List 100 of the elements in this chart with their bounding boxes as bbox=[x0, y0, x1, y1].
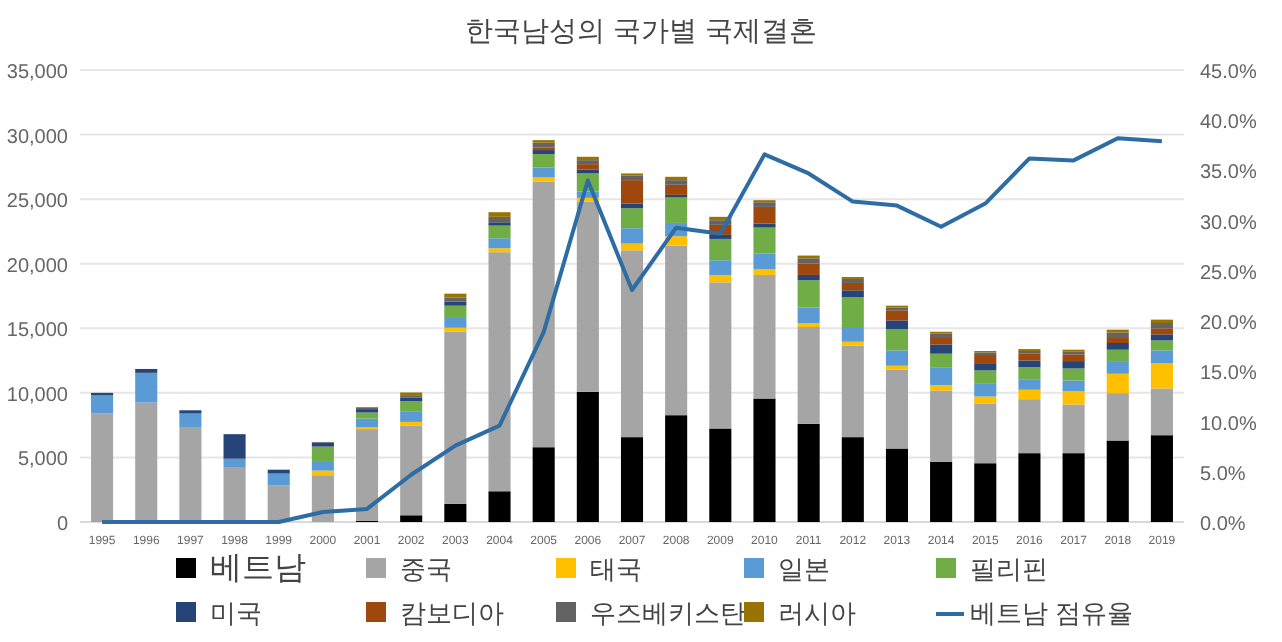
bar bbox=[753, 398, 776, 522]
bar bbox=[885, 329, 908, 351]
bar bbox=[1106, 349, 1129, 362]
bar bbox=[930, 344, 953, 354]
bar bbox=[797, 280, 820, 308]
bar bbox=[885, 320, 908, 330]
bar bbox=[1150, 334, 1173, 341]
bar bbox=[1018, 453, 1041, 522]
bar bbox=[753, 269, 776, 275]
y2-tick-label: 40.0% bbox=[1200, 112, 1257, 135]
bar bbox=[709, 260, 732, 275]
bar bbox=[1150, 340, 1173, 351]
bar bbox=[885, 369, 908, 449]
bar bbox=[576, 201, 599, 392]
bar bbox=[1062, 453, 1085, 522]
bar bbox=[841, 345, 864, 438]
bar bbox=[974, 370, 997, 384]
bar bbox=[488, 238, 511, 249]
bar bbox=[488, 216, 511, 223]
bar bbox=[930, 367, 953, 386]
bar bbox=[488, 252, 511, 492]
bar bbox=[797, 258, 820, 264]
bar bbox=[620, 228, 644, 244]
bar bbox=[930, 461, 953, 522]
bar bbox=[1106, 393, 1129, 441]
legend-label: 러시아 bbox=[778, 598, 856, 628]
bar bbox=[135, 372, 158, 403]
bar bbox=[444, 331, 467, 504]
bar bbox=[841, 326, 864, 342]
y2-tick-label: 5.0% bbox=[1200, 463, 1246, 486]
bar bbox=[930, 390, 953, 462]
bar bbox=[841, 290, 864, 298]
bar bbox=[400, 411, 423, 422]
bar bbox=[1106, 361, 1129, 374]
bar bbox=[1018, 367, 1041, 380]
bar bbox=[1062, 404, 1085, 454]
y-tick-label: 20,000 bbox=[6, 255, 69, 278]
bar bbox=[532, 447, 555, 522]
legend-label: 우즈베키스탄 bbox=[590, 598, 746, 628]
bar bbox=[974, 403, 997, 464]
bar bbox=[620, 437, 644, 522]
bar bbox=[356, 418, 379, 428]
bar bbox=[885, 310, 908, 321]
bar bbox=[930, 385, 953, 391]
y-tick-label: 10,000 bbox=[6, 384, 69, 407]
bar bbox=[488, 491, 511, 522]
bar bbox=[797, 326, 820, 424]
bar bbox=[267, 473, 290, 486]
bar bbox=[356, 412, 379, 419]
bar bbox=[179, 427, 202, 522]
bar bbox=[444, 317, 467, 328]
legend-label: 미국 bbox=[210, 598, 262, 628]
y2-tick-label: 35.0% bbox=[1200, 162, 1257, 185]
y-tick-label: 0 bbox=[56, 514, 69, 536]
bar bbox=[356, 429, 379, 521]
bar bbox=[974, 363, 997, 371]
bar bbox=[930, 337, 953, 345]
bar bbox=[885, 448, 908, 522]
bar bbox=[576, 391, 599, 522]
bar bbox=[400, 515, 423, 522]
bar bbox=[797, 423, 820, 522]
bar bbox=[532, 167, 555, 178]
bar bbox=[974, 396, 997, 404]
y-tick-label: 15,000 bbox=[6, 320, 69, 343]
bar bbox=[1018, 379, 1041, 390]
bar bbox=[267, 485, 290, 522]
bar bbox=[1062, 354, 1085, 362]
bar bbox=[753, 274, 776, 399]
bar bbox=[753, 206, 776, 224]
y-tick-label: 5,000 bbox=[17, 449, 69, 472]
bar bbox=[753, 227, 776, 254]
bar bbox=[620, 208, 644, 229]
bar bbox=[1150, 388, 1173, 436]
bar bbox=[135, 402, 158, 522]
legend-label: 중국 bbox=[400, 554, 452, 584]
y2-tick-label: 20.0% bbox=[1200, 313, 1257, 336]
bar bbox=[532, 154, 555, 168]
bar bbox=[753, 253, 776, 270]
bar bbox=[665, 184, 688, 195]
bar bbox=[1106, 373, 1129, 394]
bar bbox=[709, 282, 732, 429]
bar bbox=[1062, 361, 1085, 369]
bar bbox=[488, 225, 511, 239]
bar bbox=[1106, 440, 1129, 522]
bar bbox=[797, 263, 820, 275]
bar bbox=[1106, 337, 1129, 344]
bar bbox=[1150, 322, 1173, 329]
bar bbox=[1062, 380, 1085, 392]
bar bbox=[311, 475, 334, 522]
bar bbox=[1106, 332, 1129, 338]
bar bbox=[1150, 350, 1173, 364]
bar bbox=[885, 350, 908, 366]
bar bbox=[709, 274, 732, 283]
bar bbox=[665, 415, 688, 522]
bar bbox=[400, 425, 423, 516]
bar bbox=[974, 355, 997, 364]
legend-label: 필리핀 bbox=[970, 554, 1048, 584]
chart-title: 한국남성의 국가별 국제결혼 bbox=[465, 14, 817, 46]
y-tick-label: 35,000 bbox=[6, 62, 69, 84]
bar bbox=[1062, 368, 1085, 381]
